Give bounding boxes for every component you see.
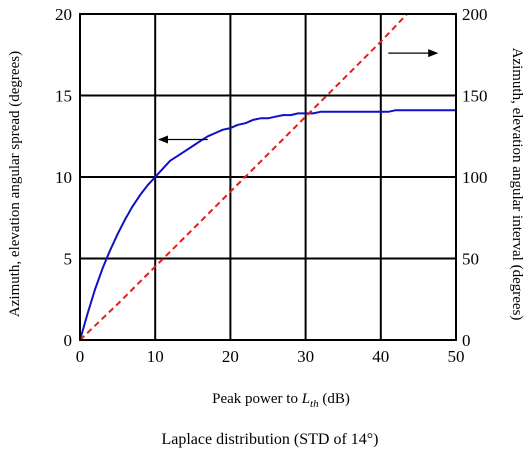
x-axis-label-prefix: Peak power to (212, 391, 302, 407)
y-left-tick-label: 15 (55, 87, 72, 106)
y-left-tick-label: 10 (55, 168, 72, 187)
x-axis-label-subscript: th (310, 398, 319, 410)
y-axis-left-label: Azimuth, elevation angular spread (degre… (7, 51, 23, 317)
y-right-tick-label: 50 (462, 250, 479, 269)
y-axis-right-label: Azimuth, elevation angular interval (deg… (509, 48, 525, 321)
y-left-tick-label: 0 (64, 331, 73, 350)
x-axis-label-suffix: (dB) (319, 391, 350, 407)
x-tick-label: 20 (222, 347, 239, 366)
x-tick-label: 30 (297, 347, 314, 366)
plot-area-frame (79, 13, 457, 341)
y-right-tick-label: 100 (462, 168, 488, 187)
y-right-tick-label: 150 (462, 87, 488, 106)
annotations (157, 49, 439, 144)
y-right-tick-label: 200 (462, 5, 488, 24)
x-tick-label: 40 (372, 347, 389, 366)
x-axis-label-variable: L (301, 391, 310, 407)
y-left-tick-label: 20 (55, 5, 72, 24)
x-tick-label: 0 (76, 347, 85, 366)
x-tick-label: 10 (147, 347, 164, 366)
figure-caption: Laplace distribution (STD of 14°) (161, 431, 378, 448)
y-left-tick-label: 5 (64, 250, 73, 269)
x-axis-label: Peak power to Lth (dB) (212, 391, 350, 410)
data-series (79, 13, 456, 341)
y-right-tick-label: 0 (462, 331, 471, 350)
series-line-angular-spread (79, 109, 456, 341)
grid-lines (80, 14, 456, 340)
x-tick-label: 50 (448, 347, 465, 366)
